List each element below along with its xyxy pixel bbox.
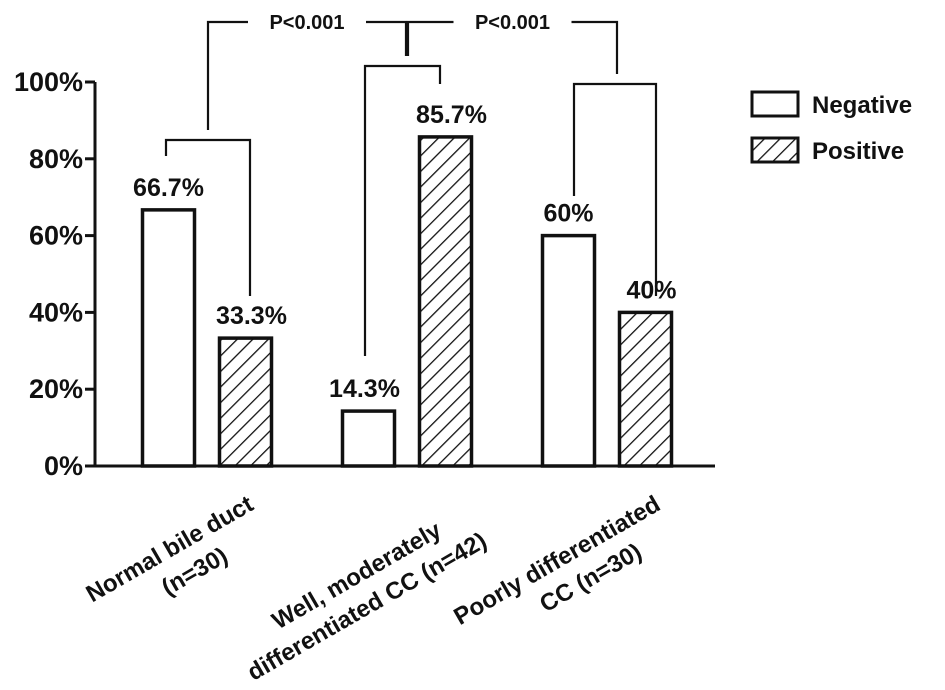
legend-swatch-negative <box>750 90 800 118</box>
bar-negative <box>340 409 397 468</box>
legend-label-positive: Positive <box>812 138 904 165</box>
data-label: 66.7% <box>133 174 204 202</box>
data-label: 60% <box>543 200 593 228</box>
bar-positive <box>417 135 474 468</box>
comparison-bracket <box>571 20 619 74</box>
y-tick-label: 60% <box>29 221 83 251</box>
data-labels: 66.7% 14.3% 60% 33.3% 85.7% 40% <box>133 101 676 403</box>
p-value-label: P<0.001 <box>475 12 550 34</box>
significance-brackets: P<0.001 P<0.001 <box>164 12 658 356</box>
y-tick-label: 20% <box>29 374 83 404</box>
bar-negative <box>140 208 197 468</box>
bar-positive <box>217 336 274 468</box>
bar-negative <box>540 233 597 468</box>
y-tick-label: 40% <box>29 297 83 327</box>
data-label: 14.3% <box>329 375 400 403</box>
legend-swatch-positive <box>750 136 800 164</box>
comparison-bracket <box>366 20 408 56</box>
comparison-bracket <box>406 20 454 56</box>
data-label: 40% <box>626 276 676 304</box>
p-value-label: P<0.001 <box>269 12 344 34</box>
y-tick-label: 80% <box>29 144 83 174</box>
y-tick-label: 100% <box>14 67 83 97</box>
group-bracket <box>164 138 252 296</box>
axes: 0% 20% 40% 60% 80% 100% <box>14 67 715 481</box>
legend-label-negative: Negative <box>812 92 912 119</box>
comparison-bracket <box>206 20 248 130</box>
data-label: 33.3% <box>216 302 287 330</box>
group-bracket <box>363 64 442 356</box>
legend: Negative Positive <box>750 90 912 165</box>
category-label: Normal bile duct(n=30) <box>82 491 258 608</box>
group-bracket <box>572 82 658 296</box>
category-labels: Normal bile duct(n=30) Well, moderatelydi… <box>82 491 665 687</box>
bars <box>140 135 674 468</box>
y-tick-label: 0% <box>44 451 83 481</box>
bar-positive <box>617 310 674 468</box>
data-label: 85.7% <box>416 101 487 129</box>
